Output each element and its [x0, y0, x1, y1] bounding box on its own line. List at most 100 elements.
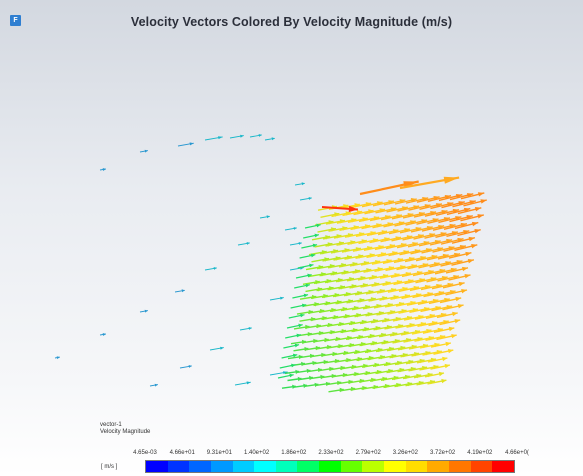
vector-arrowhead — [296, 333, 301, 338]
vector-arrowhead — [474, 207, 482, 212]
colorbar-swatch — [427, 461, 449, 472]
vector-arrowhead — [454, 319, 461, 324]
vector-arrowhead — [480, 199, 487, 204]
vector-arrowhead — [213, 267, 217, 270]
vector-arrowhead — [467, 259, 474, 264]
vector-arrowhead — [471, 221, 479, 227]
vector-arrowhead — [477, 192, 485, 197]
vector-arrowhead — [258, 134, 262, 137]
vector-arrowhead — [246, 242, 250, 245]
vector-arrowhead — [477, 214, 484, 219]
colorbar-swatch — [362, 461, 385, 472]
vector-arrowhead — [455, 296, 462, 302]
vector-arrowhead — [445, 341, 451, 347]
vector-arrowhead — [308, 197, 312, 200]
app-icon[interactable]: F — [10, 15, 21, 26]
legend-variable: Velocity Magnitude — [100, 429, 151, 435]
vector-arrowhead — [289, 373, 294, 378]
colorbar-tick-label: 3.72e+02 — [429, 450, 456, 456]
vector-arrowhead — [444, 363, 450, 369]
colorbar-tick-label: 1.86e+02 — [281, 450, 307, 456]
vector-arrowhead — [246, 381, 251, 385]
colorbar-tick-label: 4.66e+0( — [505, 450, 529, 456]
colorbar-swatch — [297, 461, 320, 472]
vector-arrowhead — [462, 266, 468, 272]
colorbar-swatch — [384, 461, 406, 472]
vector-arrowhead — [441, 378, 447, 384]
vector-arrowhead — [291, 363, 296, 368]
colorbar — [145, 460, 515, 473]
vector-arrowhead — [457, 304, 464, 309]
vector-arrowhead — [56, 356, 60, 360]
vector-arrowhead — [461, 289, 467, 294]
colorbar-tick-label: 4.19e+02 — [467, 450, 493, 456]
vector-arrowhead — [188, 365, 192, 368]
vector-arrowhead — [144, 309, 148, 313]
vector-arrowhead — [448, 326, 455, 332]
vector-arrowhead — [294, 343, 300, 348]
colorbar-swatch — [448, 461, 471, 472]
vector-arrowhead — [443, 176, 460, 184]
colorbar-tick-label: 3.26e+02 — [392, 450, 418, 456]
vector-arrowhead — [298, 323, 303, 328]
vector-arrowhead — [309, 263, 314, 268]
colorbar-swatch — [146, 461, 168, 472]
vector-arrowhead — [305, 283, 310, 288]
colorbar-swatch — [189, 461, 211, 472]
colorbar-tick-label: 4.65e-03 — [133, 450, 157, 456]
colorbar-tick-label: 1.40e+02 — [243, 450, 270, 456]
vector-arrowhead — [280, 296, 284, 300]
vector-arrowhead — [218, 136, 223, 140]
vector-arrowhead — [301, 303, 307, 308]
vector-arrowhead — [307, 273, 312, 278]
colorbar-ticks: 4.65e-03 4.66e+01 9.31e+01 1.40e+02 1.86e+02… — [130, 450, 530, 458]
vector-arrowhead — [301, 182, 305, 186]
colorbar-swatch — [340, 461, 363, 472]
vector-arrowhead — [316, 223, 321, 228]
vector-arrowhead — [314, 233, 319, 238]
vector-arrowhead — [442, 356, 448, 362]
colorbar-swatch — [470, 461, 493, 472]
legend-name: vector-1 — [100, 422, 122, 428]
vector-arrowhead — [271, 137, 275, 141]
colorbar-swatch — [275, 461, 298, 472]
vector-arrowhead — [464, 274, 471, 279]
vector-arrowhead — [293, 227, 297, 230]
vector-arrowhead — [240, 134, 244, 138]
vector-arrowhead — [303, 293, 309, 298]
colorbar-tick-label: 2.79e+02 — [355, 450, 381, 456]
colorbar-swatch — [232, 461, 255, 472]
vector-arrowhead — [348, 205, 358, 213]
vector-arrowhead — [471, 244, 478, 249]
vector-arrowhead — [144, 149, 148, 153]
vector-arrowhead — [452, 311, 458, 317]
vector-arrowhead — [181, 289, 185, 293]
vector-arrowhead — [474, 229, 481, 234]
vector-arrowhead — [220, 346, 224, 350]
vector-arrowhead — [451, 334, 457, 339]
colorbar-swatch — [319, 461, 341, 472]
colorbar-swatch — [210, 461, 233, 472]
vector-arrowhead — [312, 243, 318, 248]
colorbar-swatch — [167, 461, 190, 472]
colorbar-swatch — [492, 461, 514, 472]
vector-arrowhead — [102, 333, 106, 336]
vector-arrowhead — [189, 142, 194, 146]
colorbar-swatch — [254, 461, 276, 472]
vector-arrowhead — [447, 348, 454, 354]
vector-arrowhead — [458, 281, 465, 287]
vector-arrowhead — [298, 242, 302, 245]
vector-arrowhead — [292, 353, 298, 358]
plot-title: Velocity Vectors Colored By Velocity Mag… — [130, 15, 453, 29]
vector-arrowhead — [248, 327, 252, 330]
vector-arrowhead — [438, 371, 444, 377]
colorbar-units: [ m/s ] — [101, 464, 118, 470]
colorbar-tick-label: 2.33e+02 — [318, 450, 344, 456]
vector-arrowhead — [154, 383, 158, 387]
colorbar-swatch — [405, 461, 428, 472]
colorbar-tick-label: 4.66e+01 — [169, 450, 195, 456]
colorbar-tick-label: 9.31e+01 — [206, 450, 232, 456]
vector-arrowhead — [468, 236, 475, 242]
vector-arrowhead — [465, 251, 472, 257]
